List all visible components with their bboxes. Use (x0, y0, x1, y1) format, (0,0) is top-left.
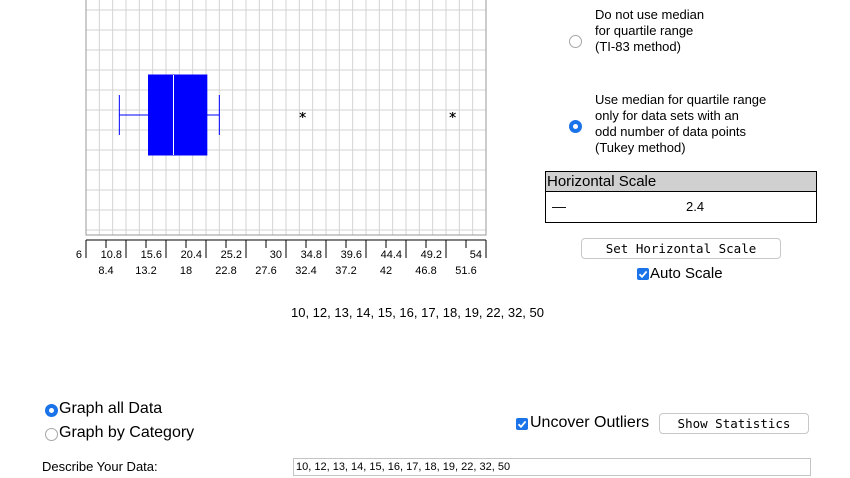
graph-all-data-radio[interactable] (45, 404, 58, 417)
checkmark-icon (638, 270, 648, 279)
box-plot: 6 10.8 15.6 20.4 25.2 30 34.8 39.6 44.4 49.2 54 8.4… (76, 0, 487, 277)
data-list-text: 10, 12, 13, 14, 15, 16, 17, 18, 19, 22, … (291, 305, 544, 320)
graph-by-category-radio[interactable] (45, 428, 58, 441)
scale-line-glyph: — (552, 198, 566, 214)
ti83-method-label: Do not use median for quartile range (TI… (595, 7, 705, 54)
axis-tick-label: 15.6 (141, 249, 162, 261)
checkmark-icon (517, 420, 527, 429)
outlier-point (299, 112, 306, 118)
graph-by-category-label: Graph by Category (59, 424, 195, 441)
axis-tick-label: 18 (180, 265, 192, 277)
horizontal-scale-value: 2.4 (686, 199, 705, 214)
axis-tick-label: 51.6 (455, 265, 476, 277)
axis-tick-label: 30 (270, 249, 282, 261)
outlier-point (449, 112, 456, 118)
set-horizontal-scale-button[interactable]: Set Horizontal Scale (581, 238, 781, 259)
horizontal-scale-table: Horizontal Scale — 2.4 (545, 171, 817, 223)
tukey-method-label: Use median for quartile range only for d… (595, 92, 767, 155)
axis-tick-label: 32.4 (295, 265, 316, 277)
auto-scale-label: Auto Scale (650, 265, 723, 282)
axis-tick-label: 42 (380, 265, 392, 277)
box-plot-marks (118, 74, 456, 156)
auto-scale-checkbox[interactable] (637, 268, 649, 280)
describe-data-label: Describe Your Data: (42, 459, 158, 474)
axis-tick-label: 20.4 (181, 249, 202, 261)
plot-frame (85, 0, 487, 236)
axis-tick-label: 8.4 (98, 265, 113, 277)
plot-grid (85, 0, 487, 236)
tukey-method-radio[interactable] (569, 120, 582, 133)
axis-tick-label: 27.6 (255, 265, 276, 277)
describe-data-input[interactable]: 10, 12, 13, 14, 15, 16, 17, 18, 19, 22, … (293, 458, 811, 476)
uncover-outliers-checkbox[interactable] (516, 418, 528, 430)
axis-tick-label: 46.8 (415, 265, 436, 277)
axis-tick-label: 22.8 (215, 265, 236, 277)
axis-tick-label: 37.2 (335, 265, 356, 277)
axis-tick-label: 44.4 (381, 249, 402, 261)
show-statistics-button[interactable]: Show Statistics (659, 413, 809, 434)
ti83-method-radio[interactable] (569, 35, 582, 48)
quartile-box (148, 74, 208, 156)
axis-tick-label: 25.2 (221, 249, 242, 261)
axis-tick-label: 13.2 (135, 265, 156, 277)
horizontal-scale-header: Horizontal Scale (546, 172, 816, 192)
x-axis: 6 10.8 15.6 20.4 25.2 30 34.8 39.6 44.4 49.2 54 8.4… (76, 239, 487, 277)
axis-tick-label: 10.8 (101, 249, 122, 261)
axis-tick-label: 39.6 (341, 249, 362, 261)
horizontal-scale-row: — 2.4 (546, 192, 816, 223)
axis-tick-label: 54 (470, 249, 482, 261)
uncover-outliers-label: Uncover Outliers (530, 414, 650, 431)
axis-tick-label: 49.2 (421, 249, 442, 261)
axis-tick-label: 6 (76, 249, 82, 261)
axis-tick-label: 34.8 (301, 249, 322, 261)
graph-all-data-label: Graph all Data (59, 400, 163, 417)
